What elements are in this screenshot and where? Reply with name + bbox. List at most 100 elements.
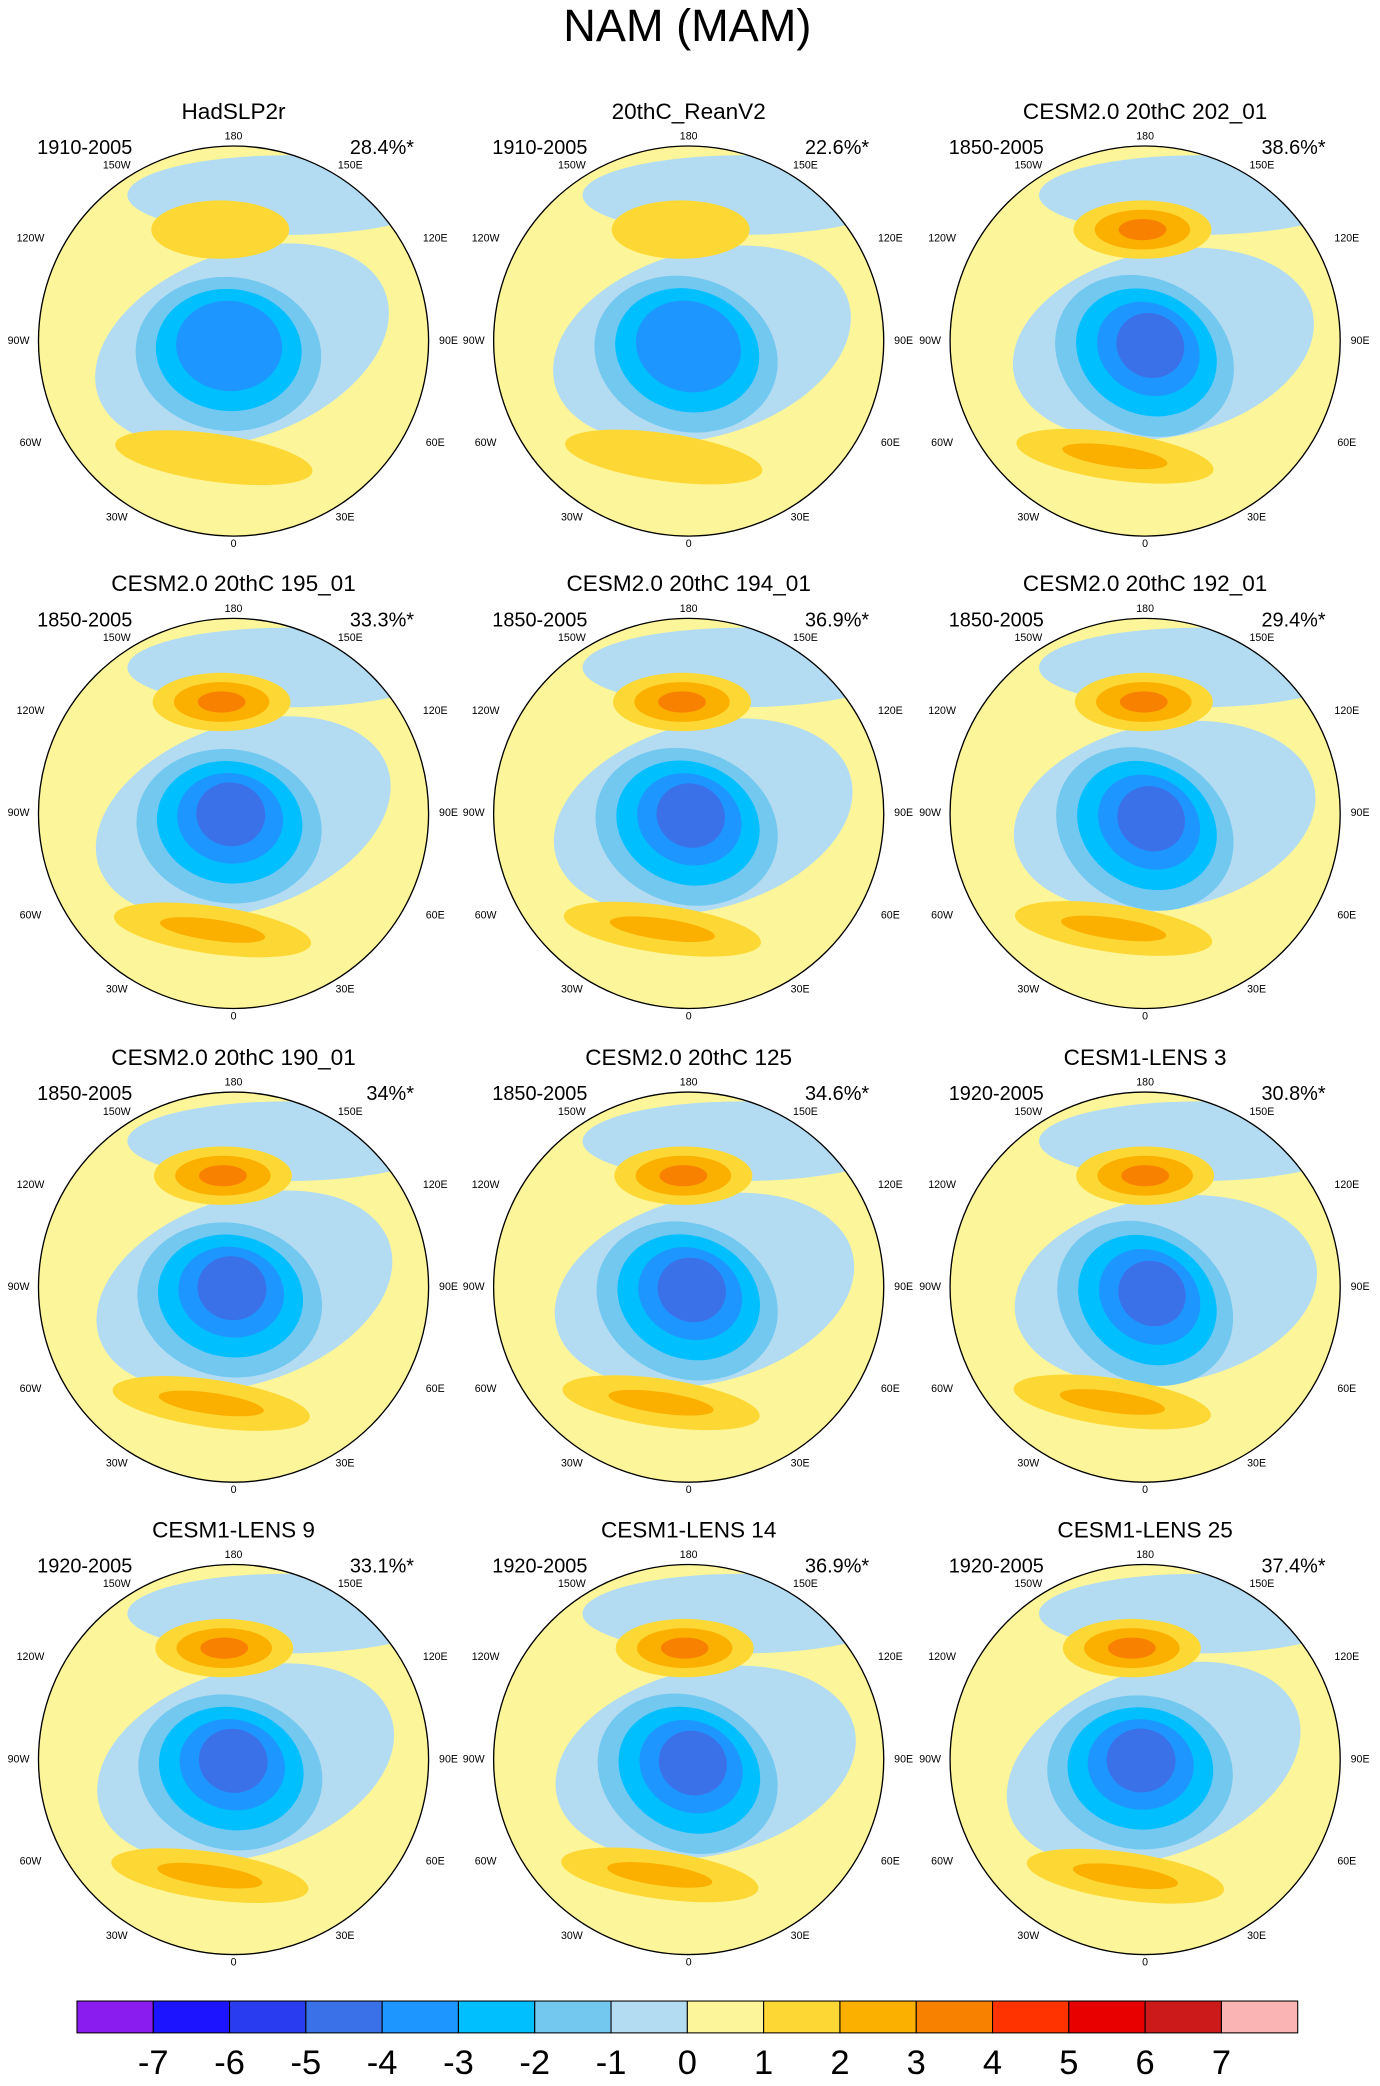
longitude-label: 90E xyxy=(1351,1753,1370,1765)
longitude-label: 30E xyxy=(336,1457,355,1469)
longitude-label: 150E xyxy=(338,1106,363,1118)
longitude-label: 60E xyxy=(1337,1856,1356,1868)
longitude-label: 0 xyxy=(686,1010,692,1022)
longitude-label: 90W xyxy=(8,807,30,819)
longitude-label: 120E xyxy=(423,1651,448,1663)
map-panel: CESM2.0 20thC 194_01 1850-2005 36.9%* 180 15… xyxy=(463,571,913,1022)
positive-lobe xyxy=(200,1637,249,1659)
negative-core xyxy=(658,1730,727,1796)
map-border xyxy=(949,1091,1341,1483)
panel-title: CESM1-LENS 3 xyxy=(1064,1045,1227,1070)
longitude-label: 150W xyxy=(1015,632,1043,644)
longitude-label: 150E xyxy=(1250,1578,1275,1590)
longitude-label: 60W xyxy=(20,909,42,921)
longitude-label: 90W xyxy=(463,807,485,819)
map-panel: CESM2.0 20thC 192_01 1850-2005 29.4%* 180 15… xyxy=(919,571,1369,1022)
map-panel: CESM2.0 20thC 195_01 1850-2005 33.3%* 180 15… xyxy=(8,571,458,1022)
map-field xyxy=(950,1092,1341,1483)
panel-period: 1850-2005 xyxy=(949,137,1044,159)
longitude-label: 30W xyxy=(1017,1930,1039,1942)
longitude-label: 60E xyxy=(1337,1383,1356,1395)
longitude-label: 30W xyxy=(1017,984,1039,996)
map-panel: CESM1-LENS 9 1920-2005 33.1%* 180 150W 150E 12… xyxy=(8,1517,458,1968)
positive-lobe xyxy=(1059,1389,1165,1415)
colorbar-box xyxy=(229,2000,307,2034)
map-field xyxy=(493,146,884,537)
panel-period: 1920-2005 xyxy=(949,1555,1044,1577)
longitude-label: 150W xyxy=(103,1106,131,1118)
colorbar-box xyxy=(457,2000,536,2034)
longitude-label: 60W xyxy=(931,909,953,921)
longitude-label: 90E xyxy=(439,807,458,819)
colorbar-box xyxy=(839,2000,917,2034)
longitude-label: 90W xyxy=(463,1281,485,1293)
map-border xyxy=(37,1091,430,1483)
map-field xyxy=(493,1564,884,1955)
positive-lobe xyxy=(1107,1637,1156,1659)
panel-title: CESM1-LENS 9 xyxy=(152,1517,315,1542)
negative-core xyxy=(635,300,741,393)
longitude-label: 150E xyxy=(1250,632,1275,644)
colorbar-box xyxy=(1220,2000,1299,2034)
negative-core xyxy=(198,1728,268,1793)
longitude-label: 150E xyxy=(793,1578,818,1590)
colorbar-label: -6 xyxy=(214,2044,245,2082)
longitude-label: 150W xyxy=(103,160,131,172)
longitude-label: 30W xyxy=(106,984,128,996)
longitude-label: 0 xyxy=(1142,1484,1148,1496)
panel-period: 1910-2005 xyxy=(492,137,587,159)
positive-lobe xyxy=(159,917,266,943)
colorbar-box xyxy=(915,2000,994,2034)
longitude-label: 60E xyxy=(426,1856,445,1868)
negative-core xyxy=(657,1257,726,1323)
longitude-label: 0 xyxy=(1142,1010,1148,1022)
longitude-label: 60E xyxy=(426,1383,445,1395)
longitude-label: 60E xyxy=(1337,909,1356,921)
longitude-label: 180 xyxy=(225,603,243,615)
longitude-label: 150W xyxy=(558,1578,586,1590)
longitude-label: 90E xyxy=(1351,335,1370,347)
longitude-label: 60W xyxy=(931,1856,953,1868)
colorbar-box xyxy=(381,2000,459,2034)
panel-variance: 30.8%* xyxy=(1261,1083,1325,1105)
panel-title: CESM2.0 20thC 190_01 xyxy=(111,1045,355,1070)
positive-lobe xyxy=(1061,915,1167,942)
map-panel: CESM1-LENS 3 1920-2005 30.8%* 180 150W 150E 12… xyxy=(919,1045,1369,1496)
colorbar-label: 3 xyxy=(907,2044,926,2082)
longitude-label: 90E xyxy=(439,1281,458,1293)
positive-lobe xyxy=(565,429,763,485)
longitude-label: 30E xyxy=(336,1930,355,1942)
positive-lobe xyxy=(158,1390,264,1417)
panel-title: HadSLP2r xyxy=(182,99,287,124)
longitude-label: 30E xyxy=(791,984,810,996)
panel-title: CESM1-LENS 25 xyxy=(1057,1517,1232,1542)
map-field xyxy=(38,1564,429,1955)
map-border xyxy=(492,145,885,537)
map-panel: CESM2.0 20thC 190_01 1850-2005 34%* 180 150W… xyxy=(8,1045,458,1496)
longitude-label: 30E xyxy=(1247,984,1266,996)
panel-period: 1920-2005 xyxy=(37,1555,132,1577)
longitude-label: 60E xyxy=(881,437,900,449)
map-border xyxy=(37,617,430,1010)
colorbar-label: 4 xyxy=(983,2044,1002,2082)
colorbar-label: -1 xyxy=(596,2044,627,2082)
longitude-label: 30E xyxy=(336,984,355,996)
longitude-label: 120E xyxy=(878,1179,903,1191)
longitude-label: 150E xyxy=(338,160,363,172)
panel-period: 1920-2005 xyxy=(949,1083,1044,1105)
longitude-label: 150E xyxy=(1250,1106,1275,1118)
colorbar-box xyxy=(686,2000,765,2034)
panel-variance: 36.9%* xyxy=(805,609,869,631)
longitude-label: 180 xyxy=(680,1549,698,1561)
colorbar-label: 2 xyxy=(830,2044,849,2082)
longitude-label: 90E xyxy=(1351,807,1370,819)
longitude-label: 120W xyxy=(17,1179,45,1191)
colorbar-label: 5 xyxy=(1059,2044,1078,2082)
longitude-label: 60W xyxy=(475,1383,497,1395)
longitude-label: 30W xyxy=(1017,511,1039,523)
longitude-label: 30E xyxy=(336,511,355,523)
colorbar-label: -4 xyxy=(367,2044,398,2082)
longitude-label: 30W xyxy=(106,1457,128,1469)
negative-core xyxy=(1116,312,1185,378)
longitude-label: 120W xyxy=(17,705,45,717)
